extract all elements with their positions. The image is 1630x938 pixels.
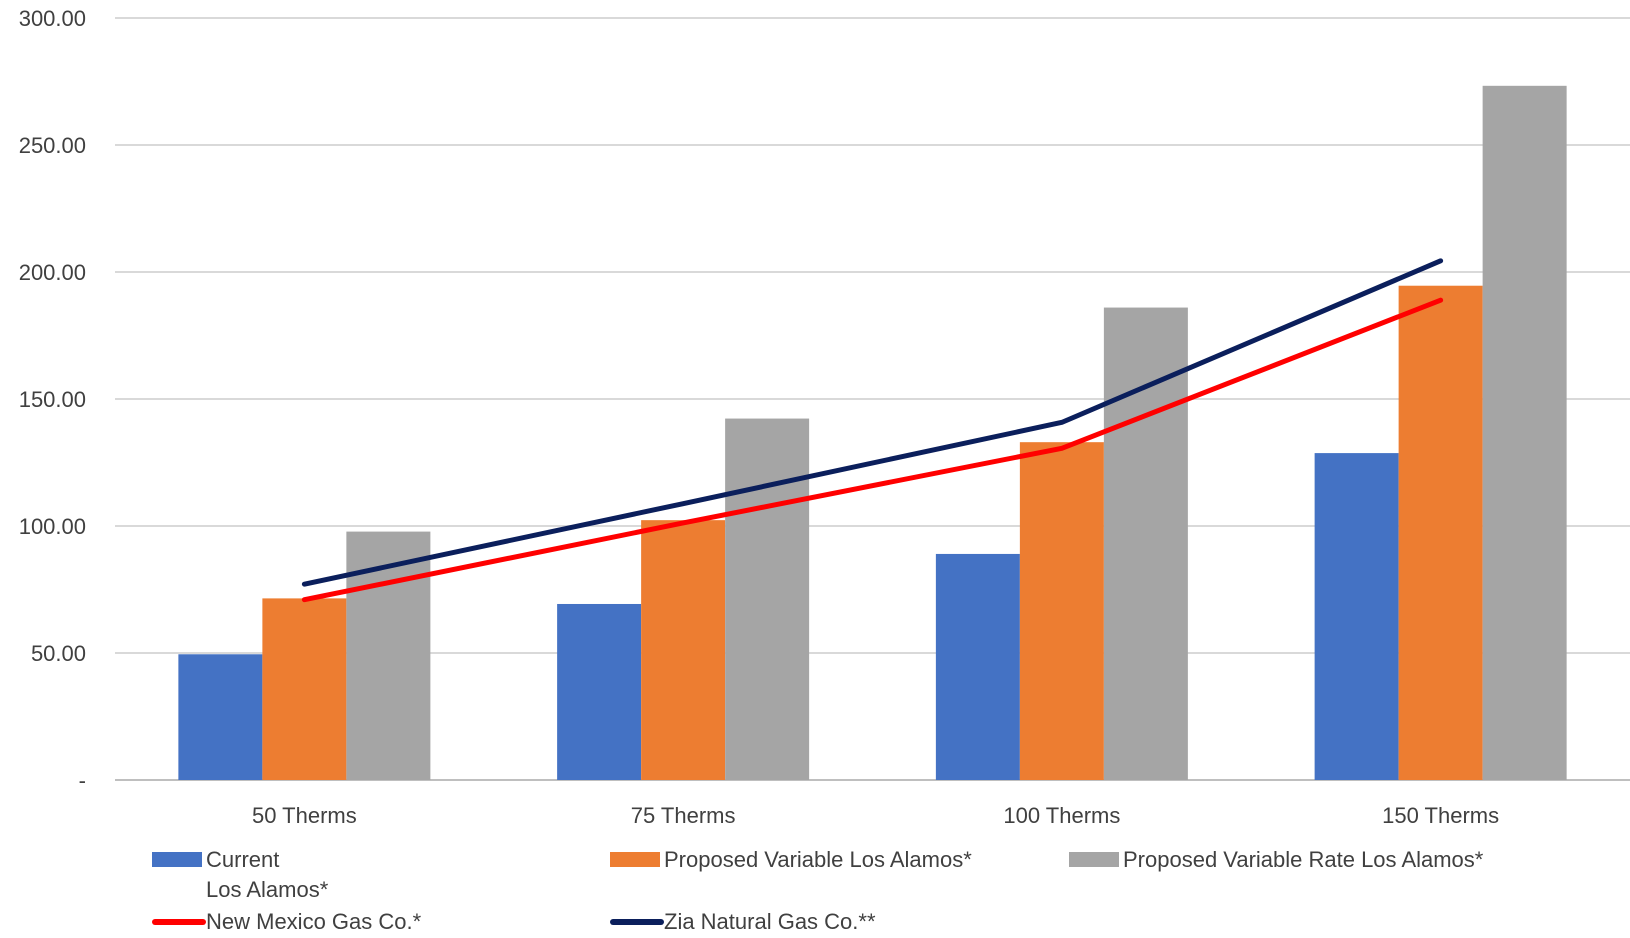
x-category-label: 50 Therms <box>252 803 357 828</box>
bar-1-3 <box>935 553 1020 780</box>
y-tick-label: 200.00 <box>19 260 86 285</box>
y-tick-label: 250.00 <box>19 133 86 158</box>
y-tick-label: 50.00 <box>31 641 86 666</box>
x-category-label: 150 Therms <box>1382 803 1499 828</box>
legend-line-zia-natural-gas <box>610 919 664 925</box>
legend-item-zia-natural-gas: Zia Natural Gas Co.** <box>610 907 876 937</box>
legend-item-new-mexico-gas: New Mexico Gas Co.* <box>152 907 421 937</box>
legend-item-current: Current Los Alamos* <box>152 845 328 905</box>
legend-label-proposed-variable: Proposed Variable Los Alamos* <box>664 847 972 872</box>
legend-swatch-current <box>152 852 202 867</box>
bar-2-3 <box>1019 442 1104 780</box>
x-category-label: 75 Therms <box>631 803 736 828</box>
legend-swatch-proposed-variable-rate <box>1069 852 1119 867</box>
legend-item-proposed-variable-rate: Proposed Variable Rate Los Alamos* <box>1069 845 1483 875</box>
x-category-label: 100 Therms <box>1003 803 1120 828</box>
bar-1-2 <box>557 603 642 780</box>
y-tick-label: - <box>79 768 86 793</box>
legend-label-current: Current Los Alamos* <box>206 847 329 902</box>
bar-2-2 <box>641 520 726 780</box>
series-line-2 <box>301 258 1444 587</box>
legend-label-proposed-variable-rate: Proposed Variable Rate Los Alamos* <box>1123 847 1484 872</box>
bar-3-3 <box>1103 307 1188 780</box>
bar-3-2 <box>725 418 810 780</box>
legend-item-proposed-variable: Proposed Variable Los Alamos* <box>610 845 972 875</box>
legend-label-zia-natural-gas: Zia Natural Gas Co.** <box>664 909 876 934</box>
bars <box>178 85 1567 781</box>
legend-label-new-mexico-gas: New Mexico Gas Co.* <box>206 909 422 934</box>
series-line-1 <box>301 297 1444 603</box>
series-lines <box>301 258 1444 603</box>
bar-2-4 <box>1398 285 1483 780</box>
bar-3-4 <box>1482 85 1567 781</box>
y-tick-label: 300.00 <box>19 6 86 31</box>
bar-1-1 <box>178 654 263 780</box>
y-tick-label: 150.00 <box>19 387 86 412</box>
y-axis-tick-labels: - 50.00 100.00 150.00 200.00 250.00 300.00 <box>19 6 86 793</box>
x-axis-category-labels: 50 Therms 75 Therms 100 Therms 150 Therms <box>252 803 1499 828</box>
legend-line-new-mexico-gas <box>152 919 206 925</box>
y-tick-label: 100.00 <box>19 514 86 539</box>
bar-2-1 <box>262 598 347 780</box>
legend-swatch-proposed-variable <box>610 852 660 867</box>
bar-1-4 <box>1314 453 1399 780</box>
